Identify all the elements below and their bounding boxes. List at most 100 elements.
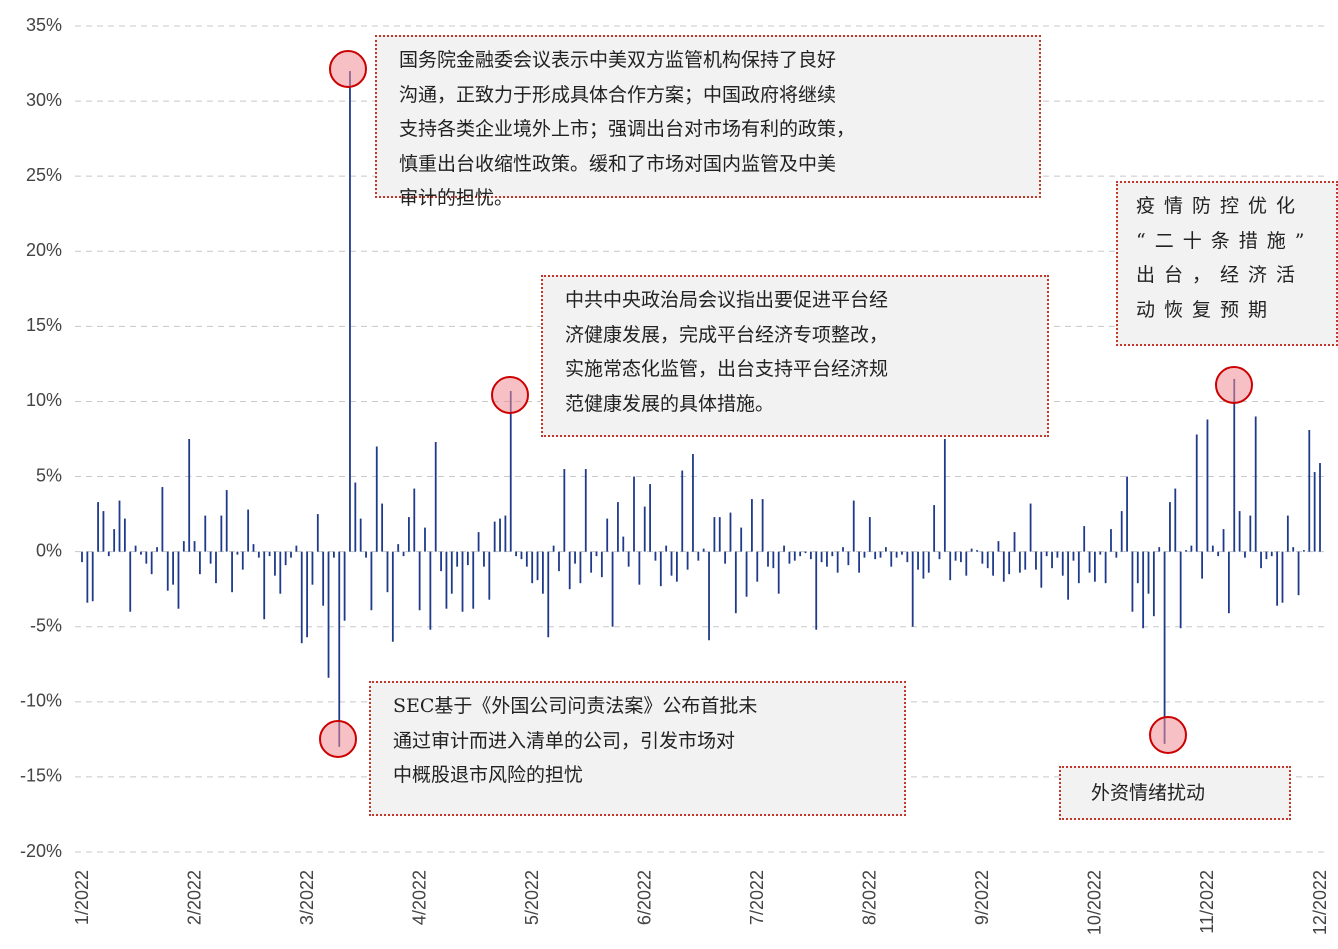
bar	[1067, 551, 1070, 600]
bar	[1190, 545, 1193, 552]
bar	[231, 551, 233, 593]
bar	[199, 551, 201, 575]
bar	[247, 509, 250, 552]
annotation-box: 国务院金融委会议表示中美双方监管机构保持了良好 沟通，正致力于形成具体合作方案；中…	[375, 35, 1041, 209]
x-tick-label: 12/2022	[1310, 870, 1330, 935]
bar	[606, 518, 609, 552]
bar	[445, 551, 448, 609]
bar	[220, 515, 223, 552]
annotation-line: 范健康发展的具体措施。	[565, 392, 775, 415]
bar	[290, 551, 292, 558]
bar	[1222, 529, 1225, 552]
bar	[1045, 551, 1048, 557]
bar	[901, 551, 903, 555]
bar	[627, 551, 630, 567]
bar	[617, 502, 619, 552]
bar	[370, 551, 373, 611]
y-tick-label: 0%	[36, 540, 62, 560]
bar	[868, 517, 871, 552]
bar	[177, 551, 180, 609]
annotation-line: 中概股退市风险的担忧	[393, 764, 584, 786]
bar	[767, 551, 769, 567]
bar	[1077, 551, 1080, 584]
bar	[338, 551, 341, 747]
bar	[879, 551, 882, 558]
bar	[1292, 547, 1295, 552]
bar	[274, 551, 276, 576]
bar	[123, 518, 126, 552]
bar	[456, 551, 459, 567]
bar	[788, 551, 791, 564]
bar	[1281, 551, 1284, 603]
bar	[1265, 551, 1268, 560]
bar	[692, 454, 694, 552]
bar	[102, 511, 105, 552]
bar	[1179, 551, 1182, 629]
bar	[1233, 378, 1236, 552]
bar	[911, 551, 914, 627]
bar	[354, 482, 357, 552]
bar	[809, 551, 812, 560]
bar	[418, 551, 421, 611]
annotation-line: 慎重出台收缩性政策。缓和了市场对国内监管及中美	[399, 152, 837, 175]
x-tick-label: 8/2022	[860, 870, 880, 925]
bar	[600, 551, 603, 578]
bar	[515, 551, 518, 557]
bar	[327, 551, 330, 678]
bar	[558, 551, 560, 572]
bar	[1094, 551, 1096, 582]
bar	[1126, 476, 1128, 552]
bar	[783, 545, 785, 552]
bar	[665, 545, 668, 552]
bar	[1152, 551, 1155, 617]
bar	[316, 514, 319, 552]
bar	[504, 515, 507, 552]
bar	[365, 551, 367, 558]
bar	[241, 551, 244, 570]
bar	[483, 551, 485, 567]
bar	[509, 390, 512, 552]
bar	[1110, 529, 1112, 552]
bar	[402, 551, 405, 557]
bar	[156, 547, 158, 552]
x-tick-label: 5/2022	[522, 870, 542, 925]
bar	[91, 551, 94, 602]
bar	[1104, 551, 1107, 584]
bar	[1147, 551, 1150, 594]
bar	[1217, 551, 1220, 557]
bar	[1099, 551, 1102, 555]
bar	[1297, 551, 1300, 596]
bar	[756, 551, 759, 582]
y-tick-label: -5%	[30, 615, 62, 635]
bar	[1029, 503, 1032, 552]
bar	[654, 551, 657, 561]
bar	[466, 551, 469, 566]
y-tick-label: -15%	[20, 766, 62, 786]
bar	[734, 551, 737, 614]
bar	[724, 551, 727, 564]
bar	[1136, 551, 1139, 584]
annotation-line: 出台，经济活	[1136, 264, 1305, 286]
bar	[595, 551, 598, 557]
x-tick-label: 10/2022	[1085, 870, 1105, 935]
x-tick-label: 7/2022	[747, 870, 767, 925]
bar	[166, 551, 169, 591]
bar	[150, 551, 153, 575]
annotation-line: 通过审计而进入清单的公司，引发市场对	[393, 729, 736, 752]
bar	[1072, 551, 1075, 561]
bar	[107, 551, 110, 557]
bar	[268, 551, 271, 557]
x-tick-label: 1/2022	[72, 870, 92, 925]
bar	[1163, 551, 1166, 744]
bar	[729, 512, 732, 552]
bar	[938, 551, 941, 560]
bar	[140, 551, 142, 555]
bar	[863, 551, 866, 558]
bar	[1185, 550, 1187, 552]
bar	[777, 551, 780, 594]
bar	[708, 551, 710, 641]
bar	[1260, 551, 1262, 569]
bar	[450, 551, 453, 594]
annotation-line: 济健康发展，完成平台经济专项整改，	[565, 323, 889, 346]
bar	[252, 544, 255, 552]
